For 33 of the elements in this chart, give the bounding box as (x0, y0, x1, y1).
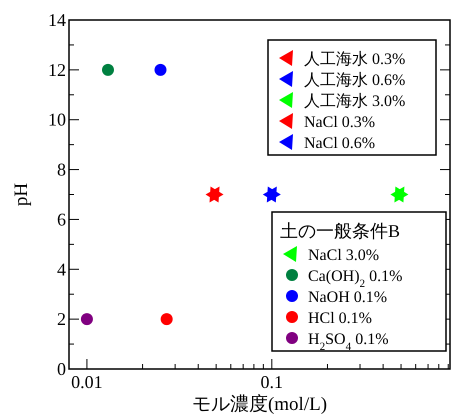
y-tick-label: 0 (57, 359, 66, 379)
legend-label: Ca(OH)$_{2}$ 0.1% (308, 268, 402, 290)
x-tick-label: 0.1 (260, 372, 284, 392)
legend-item: 人工海水 3.0% (279, 92, 406, 110)
y-tick-label: 8 (57, 160, 66, 180)
x-axis-title: モル濃度(mol/L) (192, 393, 328, 415)
y-tick-label: 4 (57, 259, 66, 280)
legend-item: NaCl 0.3% (279, 113, 376, 131)
legend-label: NaCl 0.6% (304, 135, 376, 152)
y-tick-label: 14 (48, 10, 66, 30)
legend-label: H$_{2}$SO$_{4}$ 0.1% (308, 331, 389, 353)
legend-item: NaOH 0.1% (286, 289, 388, 306)
legend-item: Ca(OH)$_{2}$ 0.1% (286, 268, 402, 290)
legend-item: 人工海水 0.6% (279, 71, 406, 89)
y-tick-label: 10 (48, 110, 66, 130)
legend-title: 土の一般条件B (280, 221, 400, 241)
legend-item: H$_{2}$SO$_{4}$ 0.1% (286, 331, 389, 353)
legend-label: HCl 0.1% (308, 310, 372, 327)
legend-item: NaCl 0.6% (279, 134, 376, 152)
x-tick-label: 0.01 (71, 372, 103, 392)
legend-label: 人工海水 0.6% (304, 71, 406, 89)
legend-label: NaCl 0.3% (304, 114, 376, 131)
legend-label: 人工海水 3.0% (304, 92, 406, 110)
legend-label: NaCl 3.0% (308, 247, 380, 264)
y-tick-label: 12 (48, 60, 66, 80)
legend-item: HCl 0.1% (286, 310, 372, 327)
legend-label: 人工海水 0.3% (304, 50, 406, 68)
y-tick-label: 6 (57, 209, 66, 230)
legend-label: NaOH 0.1% (308, 289, 388, 306)
y-axis-title: pH (11, 182, 32, 206)
legend-item: 人工海水 0.3% (279, 50, 406, 68)
legend-item: NaCl 3.0% (283, 246, 380, 264)
y-tick-label: 2 (57, 309, 66, 330)
